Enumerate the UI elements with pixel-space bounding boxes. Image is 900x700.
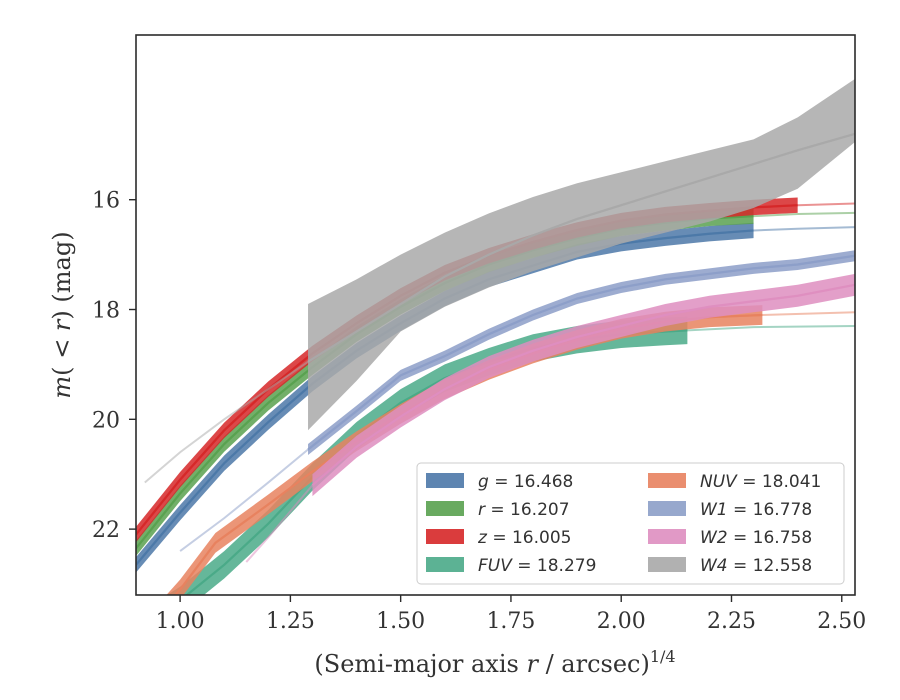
y-axis-label: m( < r) (mag): [48, 231, 76, 398]
line-w4: [307, 132, 855, 363]
legend-label-nuv: NUV = 18.041: [700, 472, 821, 492]
line-w1: [307, 254, 855, 451]
x-tick-label: 1.25: [266, 609, 315, 634]
legend-label-w4: W4 = 12.558: [700, 556, 812, 576]
y-tick-label: 18: [92, 299, 120, 324]
plot-area: [136, 78, 855, 595]
x-tick-label: 2.00: [597, 609, 646, 634]
legend-swatch-r: [426, 501, 464, 516]
legend-label-g: g = 16.468: [478, 472, 573, 492]
legend: g = 16.468 r = 16.207 z = 16.005 FUV = 18.2…: [416, 462, 845, 585]
legend-swatch-w2: [648, 529, 686, 544]
x-tick-label: 1.00: [156, 609, 205, 634]
legend-swatch-g: [426, 473, 464, 488]
x-axis-label: (Semi-major axis r / arcsec)1/4: [314, 647, 675, 678]
legend-swatch-w1: [648, 501, 686, 516]
y-tick-label: 22: [92, 518, 120, 543]
legend-frame: [416, 462, 845, 585]
y-tick-label: 20: [92, 408, 120, 433]
plot-frame: [135, 34, 856, 596]
x-tick-label: 1.50: [376, 609, 425, 634]
legend-label-r: r = 16.207: [478, 500, 570, 520]
legend-swatch-w4: [648, 557, 686, 572]
y-axis: 16 18 20 22: [92, 189, 136, 543]
legend-label-w1: W1 = 16.778: [700, 500, 812, 520]
x-tick-label: 2.50: [817, 609, 866, 634]
x-axis: 1.00 1.25 1.50 1.75 2.00 2.25 2.50: [156, 595, 866, 634]
x-tick-label: 2.25: [707, 609, 756, 634]
y-tick-label: 16: [92, 189, 120, 214]
x-tick-label: 1.75: [486, 609, 535, 634]
line-w2: [311, 283, 855, 487]
legend-label-w2: W2 = 16.758: [700, 528, 812, 548]
legend-swatch-z: [426, 529, 464, 544]
band-fuv: [166, 316, 688, 595]
band-w4: [308, 78, 855, 431]
legend-label-z: z = 16.005: [477, 528, 571, 548]
legend-swatch-fuv: [426, 557, 464, 572]
legend-swatch-nuv: [648, 473, 686, 488]
legend-label-fuv: FUV = 18.279: [478, 556, 596, 576]
